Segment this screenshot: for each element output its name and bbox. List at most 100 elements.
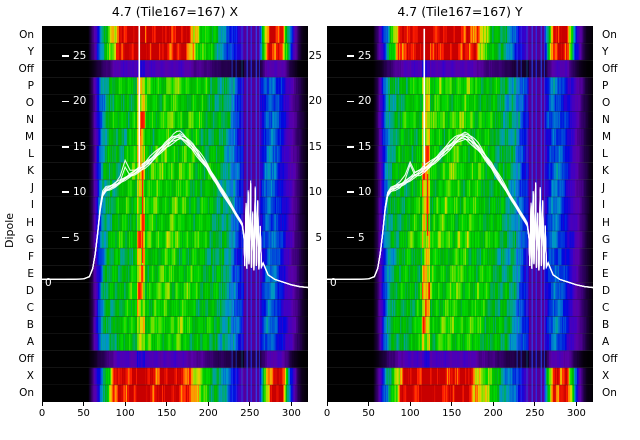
x-tick-label: 300 <box>566 408 586 419</box>
dipole-label-left: Y <box>27 45 34 58</box>
amp-tick-label-inside: 25 <box>62 50 86 62</box>
dipole-label-right: M <box>602 131 612 144</box>
dipole-label-left: K <box>27 165 34 178</box>
x-tick-label: 150 <box>442 408 462 419</box>
amp-tick-label-middle: 10 <box>308 186 322 199</box>
x-tick-label: 200 <box>483 408 503 419</box>
amp-tick-value: 20 <box>358 95 372 108</box>
x-tick-label: 50 <box>77 408 90 419</box>
x-tick-mark <box>290 402 292 406</box>
amp-tick-mark <box>62 55 69 57</box>
dipole-label-left: L <box>28 148 34 161</box>
heatmap-canvas-x <box>42 26 308 402</box>
heatmap-canvas-y <box>327 26 593 402</box>
dipole-label-left: P <box>27 79 34 92</box>
dipole-labels-left: On Y Off P O N M L K J I H G F E D C B A Off X On <box>0 26 38 402</box>
x-tick-mark <box>575 402 577 406</box>
plot-title-y: 4.7 (Tile167=167) Y <box>397 4 523 19</box>
dipole-label-left: On <box>19 28 34 41</box>
x-tick-mark <box>451 402 453 406</box>
x-tick-label: 200 <box>198 408 218 419</box>
x-tick-label: 0 <box>38 408 46 419</box>
dipole-label-right: E <box>602 267 609 280</box>
dipole-label-left: C <box>26 302 34 314</box>
amp-tick-mark <box>62 236 69 239</box>
amp-tick-label-inside: 15 <box>62 141 86 153</box>
amp-tick-label-inside: 20 <box>347 95 371 107</box>
amp-tick-value: 25 <box>73 50 87 62</box>
amp-tick-mark <box>347 146 354 148</box>
amp-tick-label-middle: 15 <box>308 140 322 153</box>
amp-tick-mark <box>62 191 69 193</box>
dipole-label-left: On <box>19 387 34 400</box>
dipole-label-right: K <box>602 165 609 178</box>
amp-tick-label-inside: 10 <box>62 186 86 198</box>
dipole-label-right: L <box>602 148 608 161</box>
dipole-label-left: X <box>26 370 34 383</box>
x-tick-mark <box>166 402 168 406</box>
x-tick-label: 250 <box>525 408 545 419</box>
amp-tick-value: 20 <box>73 95 87 108</box>
x-tick-mark <box>368 402 370 406</box>
amp-tick-label-inside: 10 <box>347 186 371 198</box>
amp-tick-label-middle: 5 <box>315 231 322 244</box>
dipole-label-left: J <box>30 182 34 195</box>
x-tick-mark <box>83 402 85 406</box>
dipole-label-right: On <box>602 28 617 41</box>
amp-tick-value: 15 <box>73 140 87 153</box>
dipole-label-left: O <box>25 96 34 109</box>
dipole-label-left: H <box>26 216 34 229</box>
amp-tick-value: 25 <box>358 50 372 62</box>
dipole-label-left: M <box>24 131 34 144</box>
amp-tick-value: 5 <box>358 231 365 244</box>
amp-tick-value: 10 <box>358 186 372 199</box>
amp-tick-mark <box>347 236 354 239</box>
amp-tick-mark <box>347 55 354 57</box>
plot-pol-y: 4.7 (Tile167=167) Y 25 20 15 10 5 0 0 50 100 150 2… <box>324 4 593 419</box>
dipole-label-left: E <box>27 267 34 280</box>
amp-zero-label: 0 <box>330 277 337 289</box>
x-tick-mark <box>207 402 209 406</box>
amp-zero-label: 0 <box>45 277 52 289</box>
amp-tick-label-inside: 5 <box>347 232 365 244</box>
amp-tick-labels-middle: 25 20 15 10 5 <box>296 26 322 402</box>
dipole-label-left: Off <box>18 353 35 366</box>
x-tick-label: 100 <box>400 408 420 419</box>
x-tick-mark <box>492 402 494 406</box>
x-tick-mark <box>409 402 411 406</box>
dipole-label-right: F <box>602 250 609 263</box>
plot-title-x: 4.7 (Tile167=167) X <box>111 4 239 19</box>
amp-tick-value: 15 <box>358 140 372 153</box>
dipole-label-right: O <box>602 96 611 109</box>
amp-tick-value: 10 <box>73 186 87 199</box>
dipole-label-right: P <box>602 79 609 92</box>
dipole-label-left: Off <box>18 62 35 75</box>
dipole-label-right: N <box>602 114 610 126</box>
x-tick-mark <box>41 402 43 406</box>
amp-tick-mark <box>347 191 354 193</box>
dipole-label-right: C <box>602 302 610 314</box>
x-tick-label: 300 <box>281 408 301 419</box>
x-tick-mark <box>326 402 328 406</box>
dipole-label-left: B <box>26 319 34 332</box>
amp-tick-label-inside: 20 <box>62 95 86 107</box>
dipole-label-right: D <box>602 284 611 297</box>
x-tick-label: 100 <box>115 408 135 419</box>
x-tick-mark <box>534 402 536 406</box>
x-tick-mark <box>249 402 251 406</box>
amp-tick-label-inside: 5 <box>62 232 80 244</box>
dipole-label-left: D <box>25 284 34 297</box>
dipole-label-left: F <box>27 250 34 263</box>
dipole-label-right: Off <box>602 353 618 366</box>
amp-tick-mark <box>62 100 69 103</box>
dipole-label-left: I <box>30 199 34 212</box>
dipole-label-left: N <box>26 114 34 126</box>
x-tick-label: 50 <box>362 408 375 419</box>
amp-tick-label-middle: 20 <box>308 95 322 108</box>
dipole-label-right: Off <box>602 62 618 75</box>
amp-tick-mark <box>347 100 354 103</box>
dipole-label-left: A <box>26 336 34 349</box>
x-tick-label: 150 <box>157 408 177 419</box>
dipole-labels-right: On Y Off P O N M L K J I H G F E D C B A Off X On <box>599 26 639 402</box>
